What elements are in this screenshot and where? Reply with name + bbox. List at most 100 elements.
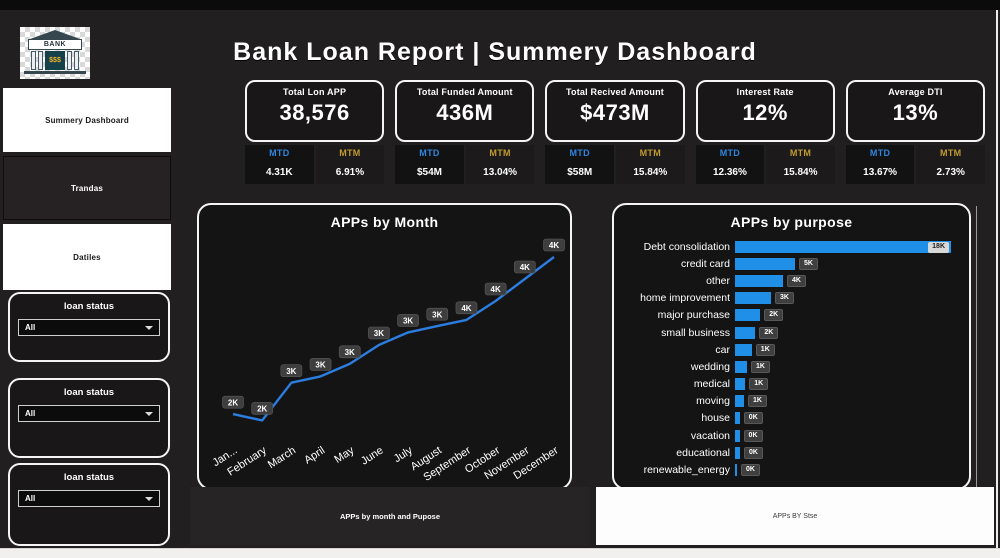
svg-text:2K: 2K xyxy=(257,405,267,414)
line-data-label: 3K xyxy=(280,364,303,378)
mtd-label: MTD xyxy=(269,148,290,158)
right-edge-line xyxy=(996,10,998,548)
loan-status-filter-3: loan status All xyxy=(8,463,170,546)
purpose-row: other 4K xyxy=(622,272,961,289)
kpi-title: Total Funded Amount xyxy=(416,87,513,97)
purpose-bar[interactable] xyxy=(735,464,737,477)
chevron-down-icon xyxy=(145,325,153,330)
bank-logo: BANK $$$ xyxy=(20,27,90,79)
purpose-row: credit card 5K xyxy=(622,255,961,272)
nav-label: Datiles xyxy=(73,252,101,262)
purpose-bar[interactable] xyxy=(735,412,740,425)
category-label: Debt consolidation xyxy=(643,240,730,253)
purpose-bar[interactable] xyxy=(735,274,783,287)
bar-data-label: 0K xyxy=(743,429,763,442)
kpi-total-funded-amount: Total Funded Amount 436M MTD $54M MTM 13… xyxy=(395,80,535,184)
bar-data-label: 1K xyxy=(749,378,769,391)
bar-data-label: 4K xyxy=(787,274,806,287)
bar-data-label: 1K xyxy=(751,360,770,373)
x-axis-label: June xyxy=(359,444,386,467)
line-data-label: 3K xyxy=(309,358,332,371)
svg-text:3K: 3K xyxy=(315,361,325,370)
purpose-row: house 0K xyxy=(622,410,961,427)
bar-data-label: 3K xyxy=(775,292,794,305)
purpose-bar[interactable] xyxy=(735,257,795,270)
loan-status-select-1[interactable]: All xyxy=(18,319,160,336)
apps-by-month-chart: 2KJan...2KFebruary3KMarch3KApril3KMay3KJ… xyxy=(211,238,565,484)
loan-status-select-3[interactable]: All xyxy=(18,490,160,507)
purpose-bar[interactable] xyxy=(735,360,747,373)
nav-label: Summery Dashboard xyxy=(45,115,129,125)
mtd-value: $58M xyxy=(567,167,593,178)
nav-label: Trandas xyxy=(70,183,104,193)
mtd-label: MTD xyxy=(419,148,440,158)
tab-apps-by-month-and-purpose[interactable]: APPs by month and Pupose xyxy=(190,487,590,545)
kpi-total-loan-applications: Total Lon APP 38,576 MTD 4.31K MTM 6.91% xyxy=(245,80,385,184)
bar-data-label: 0K xyxy=(744,446,763,459)
mtd-label: MTD xyxy=(869,148,891,158)
loan-status-filter-1: loan status All xyxy=(8,292,170,362)
line-data-label: 4K xyxy=(484,282,507,296)
mtm-label: MTM xyxy=(940,148,962,158)
line-data-label: 4K xyxy=(514,260,536,274)
tab-label: APPs BY Stse xyxy=(772,512,818,520)
selected-value: All xyxy=(25,494,36,503)
purpose-bar[interactable] xyxy=(735,309,761,322)
category-label: moving xyxy=(696,395,730,408)
mtd-value: 12.36% xyxy=(712,167,747,178)
loan-status-filter-2: loan status All xyxy=(8,378,170,458)
bottom-window-strip xyxy=(0,548,1000,558)
bar-data-label: 5K xyxy=(799,257,818,270)
kpi-total-received-amount: Total Recived Amount $473M MTD $58M MTM … xyxy=(545,80,685,184)
svg-text:3K: 3K xyxy=(286,367,296,376)
loan-status-select-2[interactable]: All xyxy=(18,405,160,422)
kpi-value: 436M xyxy=(436,100,494,125)
chevron-down-icon xyxy=(145,496,153,501)
kpi-row: Total Lon APP 38,576 MTD 4.31K MTM 6.91%… xyxy=(245,80,986,184)
line-data-label: 4K xyxy=(455,301,478,315)
sidebar-item-details[interactable]: Datiles xyxy=(3,224,171,290)
purpose-row: wedding 1K xyxy=(622,358,961,375)
kpi-title: Total Lon APP xyxy=(283,87,347,97)
purpose-bar[interactable] xyxy=(735,446,741,459)
purpose-bar[interactable] xyxy=(735,395,744,408)
sidebar-item-summary-dashboard[interactable]: Summery Dashboard xyxy=(3,88,171,152)
category-label: medical xyxy=(693,378,730,391)
monthly-apps-line[interactable] xyxy=(232,256,555,422)
line-data-label: 2K xyxy=(251,402,273,415)
line-data-label: 4K xyxy=(543,238,565,252)
chevron-down-icon xyxy=(145,411,153,416)
line-data-label: 3K xyxy=(397,314,419,327)
kpi-title: Total Recived Amount xyxy=(566,87,665,97)
category-label: house xyxy=(701,412,730,425)
svg-text:3K: 3K xyxy=(403,317,413,326)
bank-logo-text: BANK xyxy=(28,39,82,50)
selected-value: All xyxy=(25,323,36,332)
kpi-average-dti: Average DTI 13% MTD 13.67% MTM 2.73% xyxy=(845,80,986,184)
purpose-bar[interactable] xyxy=(735,429,740,442)
purpose-bar[interactable] xyxy=(735,292,771,305)
category-label: vacation xyxy=(690,429,730,442)
bar-data-label: 18K xyxy=(928,241,949,253)
category-label: small business xyxy=(661,326,730,339)
category-label: home improvement xyxy=(640,292,730,305)
pane-divider xyxy=(976,206,977,490)
bar-data-label: 1K xyxy=(748,395,767,408)
bar-data-label: 2K xyxy=(759,326,779,339)
apps-by-purpose-panel: APPs by purpose Debt consolidation 18K cre… xyxy=(612,203,971,490)
purpose-row: vacation 0K xyxy=(622,427,961,444)
line-data-label: 2K xyxy=(222,395,244,409)
kpi-title: Average DTI xyxy=(888,87,943,97)
sidebar-item-trends[interactable]: Trandas xyxy=(3,156,171,220)
purpose-bar[interactable]: 18K xyxy=(735,240,951,253)
purpose-row: Debt consolidation 18K xyxy=(622,238,961,255)
purpose-bar[interactable] xyxy=(735,378,746,391)
purpose-bar[interactable] xyxy=(735,326,756,339)
svg-text:3K: 3K xyxy=(374,329,384,338)
tab-apps-by-state[interactable]: APPs BY Stse xyxy=(596,487,994,545)
kpi-title: Interest Rate xyxy=(736,87,794,97)
kpi-value: 38,576 xyxy=(279,100,350,125)
purpose-bar[interactable] xyxy=(735,343,752,356)
bank-logo-dollars: $$$ xyxy=(45,51,65,70)
bar-data-label: 1K xyxy=(755,343,775,356)
